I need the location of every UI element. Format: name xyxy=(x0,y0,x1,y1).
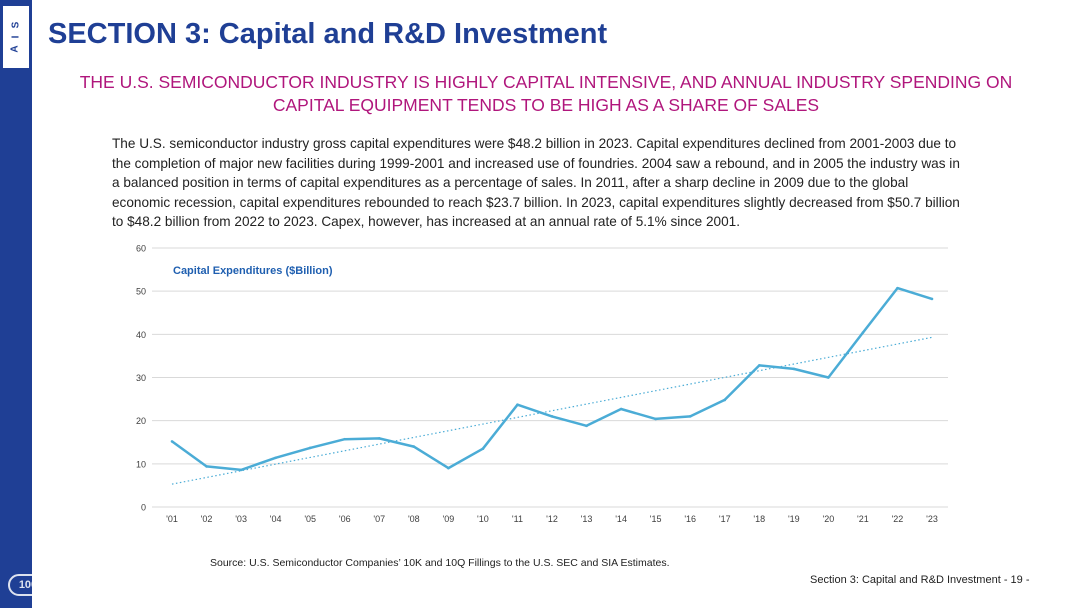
data-point xyxy=(930,297,934,301)
x-tick-label: '19 xyxy=(788,514,800,524)
data-point xyxy=(447,466,450,470)
trend-line xyxy=(171,336,933,485)
sia-logo: S I A xyxy=(3,6,29,68)
data-point xyxy=(654,417,657,421)
x-tick-label: '22 xyxy=(892,514,904,524)
x-tick-label: '13 xyxy=(581,514,593,524)
data-point xyxy=(619,407,623,411)
x-tick-label: '02 xyxy=(201,514,213,524)
data-point xyxy=(688,415,692,418)
data-point xyxy=(343,437,347,441)
x-tick-label: '12 xyxy=(546,514,558,524)
data-point xyxy=(412,445,416,448)
page-footer: Section 3: Capital and R&D Investment - … xyxy=(810,574,1030,586)
x-tick-label: '08 xyxy=(408,514,420,524)
data-point xyxy=(550,415,554,418)
y-tick-label: 30 xyxy=(136,373,146,383)
x-tick-label: '23 xyxy=(926,514,938,524)
x-tick-label: '03 xyxy=(235,514,247,524)
y-tick-label: 10 xyxy=(136,459,146,469)
x-tick-label: '18 xyxy=(753,514,765,524)
x-tick-label: '05 xyxy=(304,514,316,524)
data-point xyxy=(896,286,899,290)
x-tick-label: '20 xyxy=(822,514,834,524)
y-tick-label: 20 xyxy=(136,416,146,426)
chart-title: Capital Expenditures ($Billion) xyxy=(173,265,333,277)
data-point xyxy=(585,424,588,428)
source-note: Source: U.S. Semiconductor Companies’ 10… xyxy=(210,557,670,569)
x-tick-label: '04 xyxy=(270,514,282,524)
data-point xyxy=(170,440,174,443)
data-point xyxy=(757,364,761,367)
x-tick-label: '16 xyxy=(684,514,696,524)
x-tick-label: '11 xyxy=(512,514,523,524)
body-paragraph: The U.S. semiconductor industry gross ca… xyxy=(112,136,960,229)
x-tick-label: '01 xyxy=(166,514,178,524)
data-point xyxy=(274,456,277,460)
watermark-logo-icon: 100 xyxy=(8,573,48,596)
data-point xyxy=(308,446,312,450)
data-point xyxy=(827,376,830,379)
x-tick-label: '21 xyxy=(857,514,869,524)
x-tick-label: '06 xyxy=(339,514,351,524)
page-subtitle: THE U.S. SEMICONDUCTOR INDUSTRY IS HIGHL… xyxy=(79,72,1013,115)
y-tick-label: 50 xyxy=(136,287,146,297)
x-tick-label: '14 xyxy=(615,514,627,524)
watermark-text: 大数跨境 xyxy=(54,577,122,596)
x-tick-label: '15 xyxy=(650,514,662,524)
data-point xyxy=(516,403,519,406)
y-tick-label: 40 xyxy=(136,330,146,340)
x-tick-label: '10 xyxy=(477,514,489,524)
capex-series-line xyxy=(171,286,933,472)
page-title: SECTION 3: Capital and R&D Investment xyxy=(48,18,608,50)
y-tick-label: 0 xyxy=(141,503,146,513)
x-tick-label: '07 xyxy=(373,514,385,524)
data-point xyxy=(377,437,381,440)
data-point xyxy=(792,367,796,371)
x-tick-label: '17 xyxy=(719,514,731,524)
watermark: 100 大数跨境 xyxy=(8,572,122,597)
side-bar: S I A xyxy=(0,0,32,608)
data-point xyxy=(861,331,865,334)
data-point xyxy=(205,465,208,468)
y-tick-label: 60 xyxy=(136,244,146,254)
x-tick-label: '09 xyxy=(442,514,454,524)
data-point xyxy=(723,398,727,402)
data-point xyxy=(239,468,243,472)
data-point xyxy=(481,447,485,451)
